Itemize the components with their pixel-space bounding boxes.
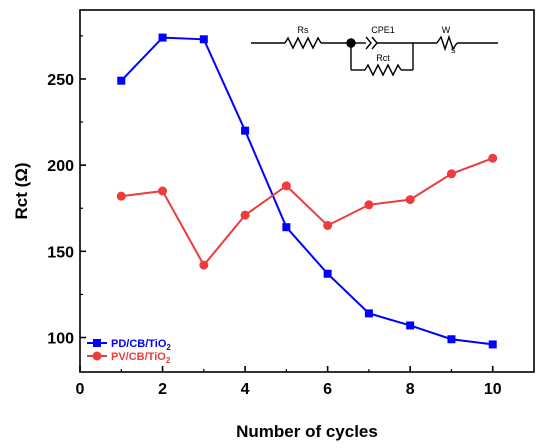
legend-label: PV/CB/TiO2: [111, 351, 171, 365]
data-point: [282, 223, 291, 232]
data-point: [364, 200, 374, 210]
y-axis-title: Rct (Ω): [12, 162, 31, 219]
series-layer: [116, 33, 498, 349]
data-point: [446, 169, 456, 179]
x-tick-label: 10: [484, 381, 502, 398]
rs-label: Rs: [298, 25, 309, 35]
cpe-element-left: [365, 36, 372, 50]
series-line: [121, 157, 494, 267]
warburg-element: [436, 34, 458, 52]
x-tick-label: 8: [406, 381, 415, 398]
x-tick-label: 4: [241, 381, 250, 398]
equivalent-circuit-inset: [251, 34, 498, 77]
data-point: [240, 210, 250, 220]
data-point: [117, 76, 126, 85]
legend-item: PD/CB/TiO2: [87, 338, 171, 352]
legend-item: PV/CB/TiO2: [87, 351, 171, 365]
data-point: [323, 220, 333, 230]
y-tick-label: 100: [47, 331, 74, 348]
data-point: [199, 260, 209, 270]
rct-resistor: [364, 63, 402, 77]
y-tick-label: 150: [47, 244, 74, 261]
plot-frame: [79, 9, 535, 373]
x-tick-label: 0: [76, 381, 85, 398]
data-point: [405, 195, 415, 205]
data-point: [116, 191, 126, 201]
data-point: [406, 321, 415, 330]
data-point: [323, 269, 332, 278]
w-label: W: [442, 25, 451, 35]
data-point: [158, 186, 168, 196]
data-point: [199, 35, 208, 44]
x-tick-label: 2: [158, 381, 167, 398]
series-2: [116, 153, 498, 270]
cpe-element-right: [371, 36, 378, 50]
rct-label: Rct: [376, 53, 390, 63]
legend-label: PD/CB/TiO2: [111, 338, 171, 352]
y-tick-label: 200: [47, 158, 74, 175]
y-axis: 100 150 200 250: [47, 35, 86, 348]
data-point: [158, 33, 167, 42]
x-axis-title: Number of cycles: [236, 422, 378, 441]
rs-resistor: [284, 36, 322, 50]
data-point: [281, 181, 291, 191]
w-subscript: s: [451, 45, 456, 55]
data-point: [241, 126, 250, 135]
series-1: [117, 33, 497, 349]
legend-marker: [93, 339, 101, 347]
data-point: [447, 335, 456, 344]
y-tick-label: 250: [47, 72, 74, 89]
data-point: [364, 309, 373, 318]
legend-marker: [92, 351, 102, 361]
cpe-label: CPE1: [371, 25, 395, 35]
series-line: [120, 36, 493, 346]
x-tick-label: 6: [323, 381, 332, 398]
data-point: [488, 153, 498, 163]
data-point: [488, 340, 497, 349]
x-axis: 0 2 4 6 8 10: [76, 366, 502, 398]
